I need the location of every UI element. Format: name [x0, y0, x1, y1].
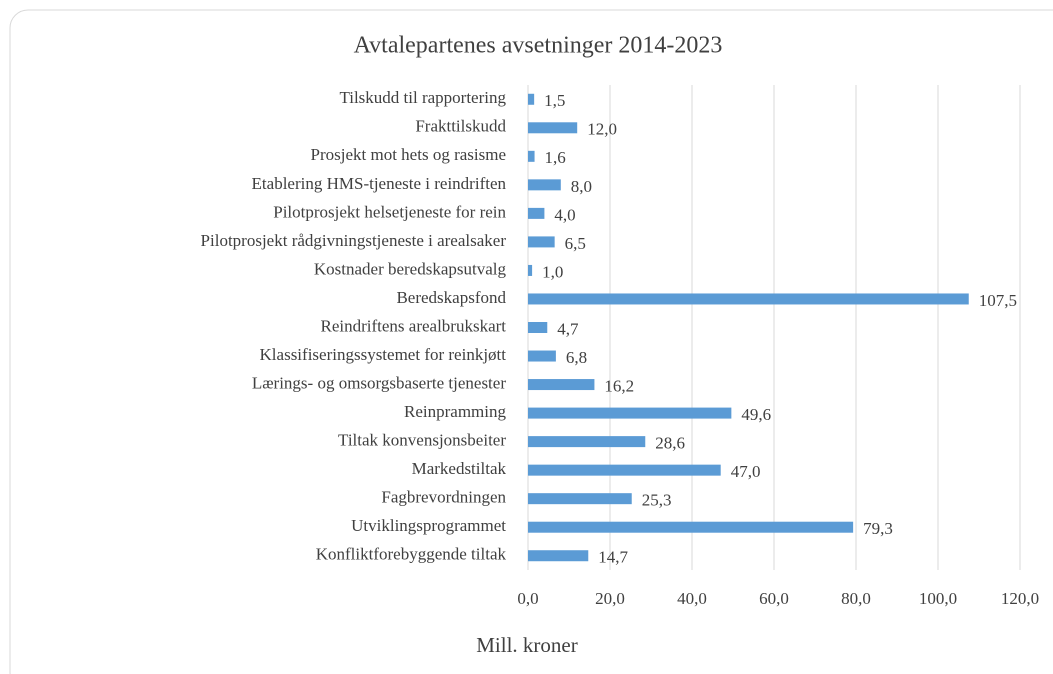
data-label: 1,0 [542, 262, 563, 281]
bar [528, 122, 578, 134]
bar [528, 150, 535, 162]
data-label: 6,8 [566, 348, 587, 367]
x-tick-label: 0,0 [517, 589, 538, 608]
bar [528, 322, 548, 333]
bar [528, 493, 632, 505]
y-tick-label: Lærings- og omsorgsbaserte tjenester [252, 373, 507, 392]
data-label: 107,5 [979, 291, 1017, 310]
data-label: 4,7 [557, 319, 579, 338]
bar [528, 436, 646, 448]
y-tick-label: Reinpramming [404, 402, 506, 421]
x-tick-label: 20,0 [595, 589, 625, 608]
data-label: 28,6 [655, 434, 685, 453]
data-label: 47,0 [731, 462, 761, 481]
bar [528, 207, 545, 219]
bar [528, 93, 535, 105]
y-tick-label: Konfliktforebyggende tiltak [316, 545, 507, 564]
y-tick-label: Beredskapsfond [396, 288, 506, 307]
data-label: 79,3 [863, 519, 893, 538]
data-label: 1,6 [545, 148, 566, 167]
bar [528, 521, 854, 533]
y-tick-label: Reindriftens arealbrukskart [320, 316, 506, 335]
x-tick-label: 60,0 [759, 589, 789, 608]
y-tick-label: Pilotprosjekt helsetjeneste for rein [273, 202, 506, 221]
y-tick-label: Fagbrevordningen [381, 488, 506, 507]
x-tick-label: 120,0 [1001, 589, 1039, 608]
y-tick-label: Tilskudd til rapportering [339, 88, 506, 107]
data-label: 1,5 [544, 91, 565, 110]
data-label: 49,6 [741, 405, 771, 424]
y-tick-label: Tiltak konvensjonsbeiter [338, 431, 506, 450]
data-label: 14,7 [598, 548, 628, 567]
bar [528, 550, 589, 562]
bar [528, 407, 732, 419]
y-tick-label: Etablering HMS-tjeneste i reindriften [252, 174, 507, 193]
bar [528, 179, 561, 191]
data-label: 6,5 [565, 234, 586, 253]
chart-card [9, 9, 1053, 674]
y-tick-label: Klassifiseringssystemet for reinkjøtt [260, 345, 507, 364]
data-label: 16,2 [604, 376, 634, 395]
x-axis-title: Mill. kroner [476, 633, 577, 657]
data-label: 8,0 [571, 177, 592, 196]
data-label: 4,0 [554, 205, 575, 224]
y-tick-label: Kostnader beredskapsutvalg [314, 259, 507, 278]
y-tick-label: Markedstiltak [412, 459, 507, 478]
bar [528, 464, 721, 476]
x-tick-label: 100,0 [919, 589, 957, 608]
bar [528, 379, 595, 391]
x-tick-label: 40,0 [677, 589, 707, 608]
bar [528, 264, 533, 276]
chart-title: Avtalepartenes avsetninger 2014-2023 [354, 33, 723, 59]
bar [528, 350, 556, 362]
data-label: 25,3 [642, 491, 672, 510]
x-tick-label: 80,0 [841, 589, 871, 608]
data-label: 12,0 [587, 120, 617, 139]
y-tick-label: Pilotprosjekt rådgivningstjeneste i area… [201, 231, 507, 250]
y-tick-label: Utviklingsprogrammet [351, 516, 506, 535]
bar [528, 236, 555, 248]
y-tick-label: Frakttilskudd [415, 117, 506, 136]
bar [528, 293, 969, 305]
y-tick-label: Prosjekt mot hets og rasisme [311, 145, 506, 164]
